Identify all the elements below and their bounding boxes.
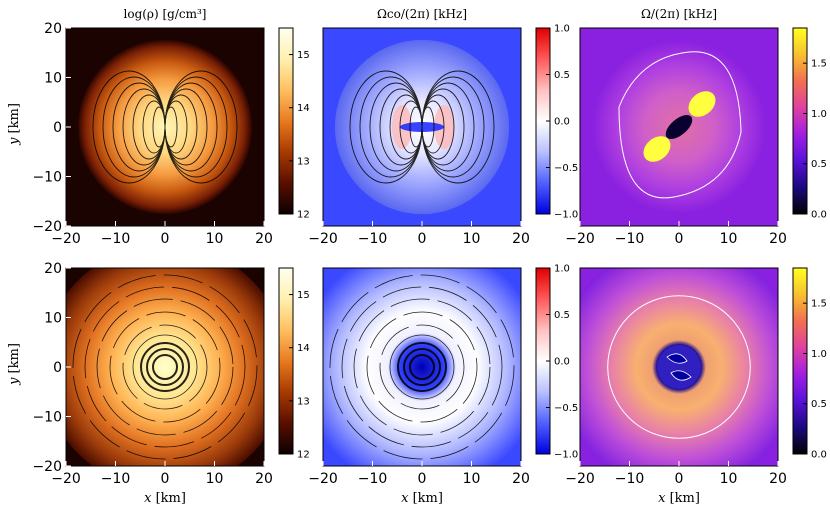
colorbar-tick-label: 0.5 — [554, 70, 570, 81]
x-tick-label: −10 — [358, 231, 388, 247]
y-tick-label: 20 — [44, 261, 62, 277]
x-tick-label: 20 — [512, 471, 530, 487]
y-tick-label: 10 — [44, 311, 62, 327]
colorbar-tick-label: 1.0 — [811, 109, 827, 120]
streamlines — [329, 274, 515, 460]
colorbar-tick-label: 14 — [297, 103, 310, 114]
y-axis-label-row1: y [km] — [7, 343, 22, 386]
x-tick-label: −20 — [51, 471, 81, 487]
x-tick-label: 10 — [206, 231, 224, 247]
x-tick-label: 0 — [161, 231, 170, 247]
x-tick-label: −20 — [308, 471, 338, 487]
colorbar-tick-label: 1.0 — [554, 24, 570, 35]
colorbar-tick-label: −1.0 — [554, 210, 578, 221]
heatmap-hotspot — [643, 136, 671, 162]
x-tick-label: 10 — [206, 471, 224, 487]
colorbar-tick-label: −0.5 — [554, 163, 578, 174]
colorbar-tick-label: 0.0 — [811, 450, 827, 461]
x-tick-label: 10 — [463, 471, 481, 487]
x-axis-label-col1: x [km] — [401, 491, 443, 506]
panel-rho-top: −20 −10 0 10 20 −20 −10 0 10 20 log(ρ) [g/cm³] 12 13… — [32, 7, 309, 247]
panel-omega-top: −20 −10 0 10 20 Ω/(2π) [kHz] 0.0 0.5 1.0 1.5 — [565, 7, 827, 247]
y-tick-label: 10 — [44, 71, 62, 87]
colorbar-tick-label: 13 — [297, 396, 310, 407]
x-tick-label: −10 — [101, 471, 131, 487]
x-tick-label: 0 — [418, 471, 427, 487]
y-tick-label: −10 — [32, 170, 62, 186]
y-tick-label: −10 — [32, 410, 62, 426]
colorbar-tick-label: 1.5 — [811, 59, 827, 70]
colorbar-tick-label: 14 — [297, 343, 310, 354]
heatmap-core — [665, 115, 693, 139]
colorbar-tick-label: 12 — [297, 450, 310, 461]
x-tick-label: 20 — [769, 231, 787, 247]
colorbar-tick-label: 0.5 — [811, 399, 827, 410]
x-tick-label: −20 — [308, 231, 338, 247]
heatmap-field — [66, 268, 264, 466]
x-tick-label: −10 — [615, 471, 645, 487]
colorbar — [792, 267, 808, 455]
colorbar-tick-label: −1.0 — [554, 450, 578, 461]
panel-omegaco-bottom: −20 −10 0 10 20 −1.0 −0.5 0.0 0.5 1.0 — [308, 264, 578, 488]
colorbar-tick-label: 12 — [297, 210, 310, 221]
streamlines — [349, 70, 495, 184]
x-tick-label: 20 — [255, 231, 273, 247]
colorbar-tick-label: 15 — [297, 290, 310, 301]
panel-title: Ωco/(2π) [kHz] — [377, 7, 467, 21]
x-tick-label: 0 — [675, 471, 684, 487]
panel-omega-bottom: −20 −10 0 10 20 0.0 0.5 1.0 1.5 — [565, 267, 827, 487]
x-tick-label: 10 — [463, 231, 481, 247]
colorbar-tick-label: 15 — [297, 50, 310, 61]
streamlines — [72, 274, 258, 460]
y-tick-label: 20 — [44, 21, 62, 37]
heatmap-core — [657, 345, 701, 389]
colorbar-tick-label: 0.5 — [811, 159, 827, 170]
colorbar — [278, 27, 294, 215]
contour-line — [607, 295, 751, 439]
y-tick-label: 0 — [53, 360, 62, 376]
x-tick-label: 0 — [675, 231, 684, 247]
y-axis-label-row0: y [km] — [7, 103, 22, 146]
x-tick-label: −10 — [101, 231, 131, 247]
x-axis-label-col0: x [km] — [144, 491, 186, 506]
x-tick-label: 10 — [720, 471, 738, 487]
x-tick-label: 20 — [512, 231, 530, 247]
colorbar-tick-label: 0.5 — [554, 310, 570, 321]
colorbar-tick-label: 0.0 — [554, 117, 570, 128]
x-tick-label: 0 — [418, 231, 427, 247]
colorbar-tick-label: 0.0 — [554, 357, 570, 368]
colorbar-tick-label: 13 — [297, 156, 310, 167]
x-tick-label: −20 — [51, 231, 81, 247]
x-tick-label: −20 — [565, 471, 595, 487]
x-tick-label: 20 — [255, 471, 273, 487]
colorbar-tick-label: −0.5 — [554, 403, 578, 414]
colorbar-tick-label: 1.0 — [554, 264, 570, 275]
colorbar-tick-label: 1.0 — [811, 349, 827, 360]
y-tick-label: 0 — [53, 120, 62, 136]
y-tick-label: −20 — [32, 459, 62, 475]
colorbar-tick-label: 0.0 — [811, 210, 827, 221]
x-tick-label: 20 — [769, 471, 787, 487]
heatmap-hotspot — [688, 91, 716, 117]
contour-line — [618, 51, 742, 199]
x-tick-label: −10 — [615, 231, 645, 247]
x-axis-label-col2: x [km] — [658, 491, 700, 506]
heatmap-field — [323, 268, 521, 466]
y-tick-label: −20 — [32, 219, 62, 235]
colorbar — [278, 267, 294, 455]
panel-title: Ω/(2π) [kHz] — [641, 7, 717, 21]
x-tick-label: −10 — [358, 471, 388, 487]
colorbar-tick-label: 1.5 — [811, 299, 827, 310]
x-tick-label: 10 — [720, 231, 738, 247]
heatmap-core-lobes — [666, 353, 692, 381]
panel-title: log(ρ) [g/cm³] — [124, 7, 207, 21]
x-tick-label: −20 — [565, 231, 595, 247]
panel-rho-bottom: −20 −10 0 10 20 −20 −10 0 10 20 12 13 14 15 — [32, 261, 310, 487]
x-tick-label: 0 — [161, 471, 170, 487]
panel-omegaco-top: −20 −10 0 10 20 Ωco/(2π) [kHz] −1.0 −0.5 0.0 0.5 1… — [308, 7, 578, 247]
colorbar — [792, 27, 808, 215]
streamlines — [92, 70, 238, 184]
